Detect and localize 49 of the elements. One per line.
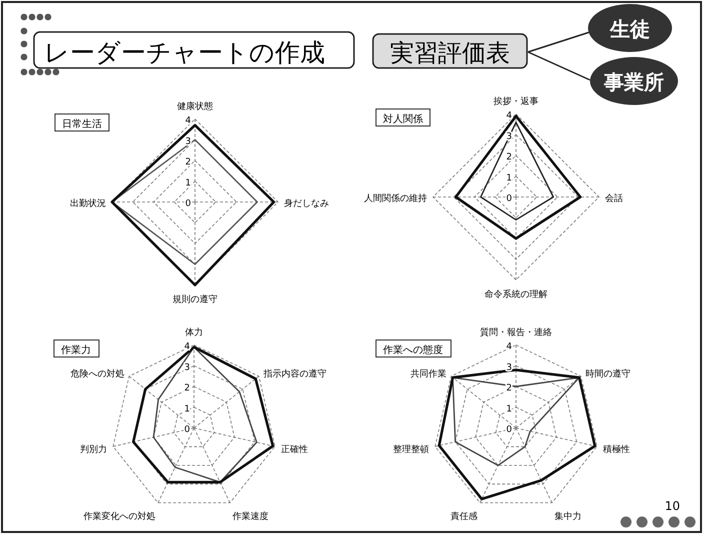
y-tick-label: 0 [506,425,512,435]
spoke-label: 整理整頓 [393,444,430,455]
spoke-label: 危険への対処 [70,368,124,380]
y-tick-label: 4 [506,342,512,352]
spoke-label: 共同作業 [410,368,446,380]
text: 実習評価表 [390,39,510,67]
spoke-label: 身だしなみ [284,198,329,209]
spoke-label: 体力 [185,327,203,338]
y-tick-label: 1 [185,178,191,188]
spoke-label: 作業変化への対処 [82,511,156,522]
text: 生徒 [609,17,650,41]
spoke-label: 規則の遵守 [172,294,218,305]
spoke-label: 判別力 [80,444,108,455]
y-tick-label: 0 [185,199,192,209]
spoke-label: 出勤状況 [70,198,106,209]
text: 作業への態度 [382,344,443,356]
text: 事業所 [603,70,664,94]
y-tick-label: 1 [184,404,190,414]
spoke-label: 正確性 [280,444,308,455]
spoke-label: 健康状態 [177,101,213,112]
y-tick-label: 2 [184,384,190,394]
spoke-label: 時間の遵守 [586,368,631,380]
y-tick-label: 0 [506,194,512,204]
y-tick-label: 3 [184,362,190,373]
text: 対人関係 [383,113,423,125]
spoke-label: 積極性 [602,444,630,455]
text: レーダーチャートの作成 [44,38,325,67]
y-tick-label: 1 [506,404,512,414]
spoke-label: 質問・報告・連絡 [480,327,552,338]
text: 作業力 [60,344,91,356]
text: 10 [664,499,680,513]
spoke-label: 挨拶・返事 [494,96,538,107]
y-tick-label: 2 [506,384,512,394]
y-tick-label: 4 [185,116,192,126]
y-tick-label: 2 [185,158,191,168]
y-tick-label: 4 [506,111,512,121]
spoke-label: 集中力 [554,511,582,522]
spoke-label: 人間関係の維持 [364,193,427,204]
spoke-label: 責任感 [450,511,478,522]
y-tick-label: 2 [506,152,512,162]
text: 日常生活 [62,118,102,130]
y-tick-label: 4 [184,342,190,352]
y-tick-label: 1 [506,173,512,184]
spoke-label: 命令系統の理解 [484,289,548,300]
spoke-label: 指示内容の遵守 [262,368,327,380]
y-tick-label: 0 [184,425,190,435]
spoke-label: 会話 [605,193,623,204]
spoke-label: 作業速度 [232,511,269,522]
y-tick-label: 3 [185,136,191,147]
